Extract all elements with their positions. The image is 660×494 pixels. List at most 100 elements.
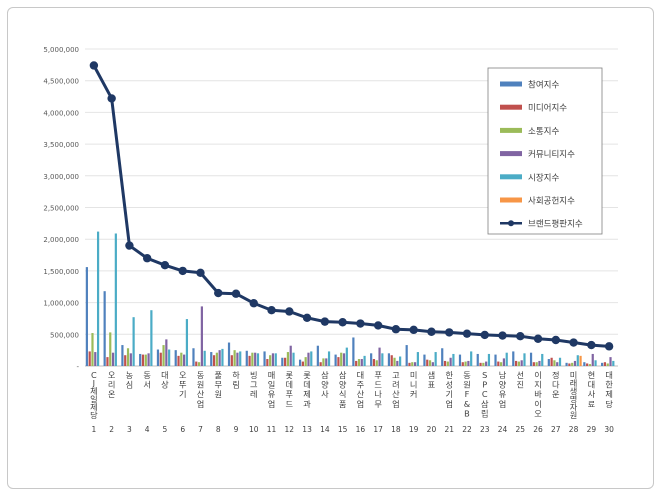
point-브랜드평판지수	[551, 335, 561, 345]
bar-시장지수	[523, 353, 526, 366]
bar-소통지수	[588, 364, 592, 366]
bar-참여지수	[174, 350, 177, 366]
bar-커뮤니티지수	[520, 360, 523, 366]
y-tick-label: 3,500,000	[43, 141, 79, 149]
bar-미디어지수	[284, 357, 287, 366]
bar-미디어지수	[230, 355, 233, 366]
bar-커뮤니티지수	[609, 357, 612, 366]
legend-box	[487, 67, 603, 235]
bar-커뮤니티지수	[591, 353, 594, 366]
bar-미디어지수	[586, 363, 589, 366]
bar-커뮤니티지수	[218, 350, 221, 366]
bar-참여지수	[370, 353, 373, 366]
bar-시장지수	[594, 360, 597, 366]
bar-시장지수	[434, 352, 437, 366]
legend-label: 참여지수	[528, 80, 559, 91]
bar-시장지수	[185, 319, 189, 366]
bar-소통지수	[180, 352, 183, 366]
bar-미디어지수	[212, 355, 216, 366]
legend-swatch	[500, 104, 522, 110]
bar-미디어지수	[550, 357, 553, 366]
bar-미디어지수	[355, 360, 358, 366]
bar-미디어지수	[141, 354, 145, 366]
bar-커뮤니티지수	[289, 345, 292, 366]
bar-소통지수	[535, 362, 538, 366]
bar-시장지수	[345, 347, 348, 366]
point-브랜드평판지수	[107, 94, 116, 103]
bar-미디어지수	[426, 359, 429, 366]
rank-label: 7	[198, 425, 203, 434]
rank-label: 9	[234, 425, 239, 434]
bar-참여지수	[529, 352, 533, 366]
bar-참여지수	[352, 337, 355, 366]
bar-시장지수	[274, 353, 277, 366]
rank-label: 6	[180, 425, 185, 434]
rank-label: 20	[427, 425, 437, 434]
bar-미디어지수	[603, 362, 607, 366]
bar-참여지수	[387, 353, 391, 366]
bar-미디어지수	[568, 363, 571, 366]
bar-참여지수	[565, 362, 568, 366]
bar-커뮤니티지수	[147, 353, 150, 366]
bar-커뮤니티지수	[236, 352, 239, 366]
rank-label: 11	[267, 425, 277, 434]
category-label: 동 원 F & B	[463, 370, 471, 418]
point-브랜드평판지수	[516, 332, 525, 341]
rank-label: 13	[302, 425, 312, 434]
bar-커뮤니티지수	[307, 352, 310, 366]
point-브랜드평판지수	[533, 334, 543, 343]
bar-커뮤니티지수	[183, 354, 186, 366]
rank-label: 18	[391, 425, 401, 434]
bar-참여지수	[512, 351, 515, 366]
bar-소통지수	[500, 362, 503, 366]
bar-참여지수	[316, 345, 319, 366]
bar-미디어지수	[514, 360, 518, 366]
rank-label: 1	[91, 425, 96, 434]
point-브랜드평판지수	[391, 325, 401, 334]
bar-시장지수	[327, 351, 331, 366]
bar-커뮤니티지수	[129, 353, 132, 366]
legend-label: 미디어지수	[528, 103, 567, 114]
bar-소통지수	[91, 333, 94, 366]
bar-참여지수	[423, 354, 426, 366]
bar-소통지수	[197, 362, 201, 366]
bar-시장지수	[381, 353, 384, 366]
bar-커뮤니티지수	[467, 360, 470, 366]
legend-swatch	[500, 81, 522, 87]
bar-시장지수	[416, 352, 419, 366]
bar-소통지수	[144, 354, 147, 366]
legend-swatch-marker	[508, 220, 514, 227]
point-브랜드평판지수	[498, 331, 507, 340]
point-브랜드평판지수	[249, 299, 258, 308]
legend-label: 사회공헌지수	[528, 197, 575, 207]
y-tick-label: 500,000	[50, 331, 79, 339]
bar-소통지수	[126, 348, 130, 366]
point-브랜드평판지수	[409, 325, 418, 335]
y-tick-label: -	[76, 363, 79, 371]
rank-label: 21	[444, 425, 454, 434]
bar-미디어지수	[372, 359, 376, 366]
bar-참여지수	[476, 353, 479, 366]
bar-소통지수	[411, 362, 414, 366]
rank-label: 28	[569, 425, 579, 434]
bar-참여지수	[263, 351, 266, 366]
bar-시장지수	[239, 351, 242, 366]
bar-소통지수	[446, 361, 449, 366]
point-브랜드평판지수	[604, 342, 614, 351]
bar-커뮤니티지수	[556, 362, 559, 366]
bar-시장지수	[452, 353, 455, 366]
bar-소통지수	[162, 345, 165, 366]
bar-소통지수	[482, 362, 485, 366]
point-브랜드평판지수	[373, 321, 383, 330]
